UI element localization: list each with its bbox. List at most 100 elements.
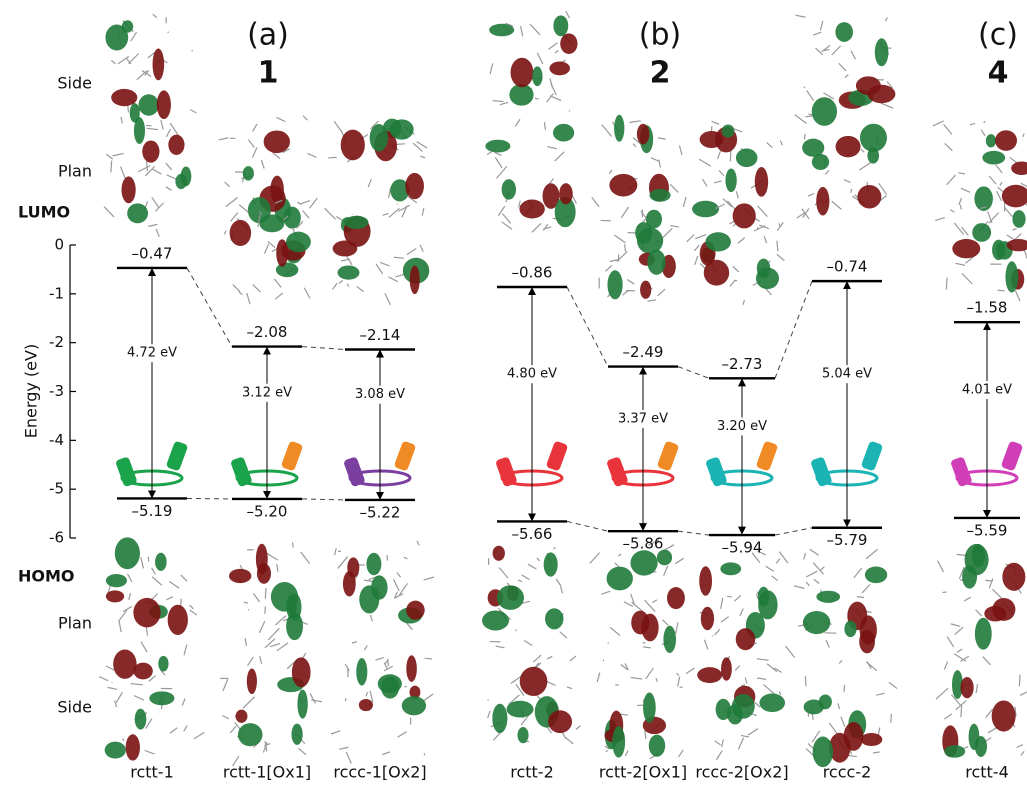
orbital-image — [324, 205, 430, 306]
molecule-bond — [151, 196, 160, 208]
molecule-bond — [960, 655, 970, 663]
energy-label: –0.86 — [512, 263, 553, 281]
molecule-bond — [652, 599, 658, 604]
orbital-lobe — [630, 550, 658, 576]
molecule-bond — [756, 658, 769, 661]
molecule-bond — [127, 105, 130, 113]
cartoon-arm — [344, 457, 365, 487]
molecule-bond — [136, 70, 148, 81]
molecule-bond — [813, 578, 820, 584]
orbital-lobe — [991, 700, 1016, 732]
molecule-bond — [340, 258, 351, 262]
molecule-bond — [115, 691, 123, 703]
orbital-lobe — [803, 699, 824, 715]
orbital-image — [220, 652, 323, 767]
molecule-bond — [644, 599, 656, 612]
panel-label: (a) — [247, 18, 289, 53]
molecule-bond — [260, 159, 265, 169]
molecule-bond — [991, 588, 1003, 600]
panel-compound: 4 — [988, 56, 1009, 91]
molecule-bond — [501, 221, 513, 230]
orbital-lobe — [1011, 161, 1027, 175]
orbital-lobe — [640, 280, 652, 299]
orbital-lobe — [532, 66, 543, 87]
orbital-image — [228, 542, 311, 652]
orbital-lobe — [992, 239, 1006, 261]
orbital-lobe — [867, 147, 880, 164]
molecule-bond — [620, 664, 629, 671]
molecule-bond — [793, 585, 805, 589]
molecule-bond — [403, 556, 408, 560]
molecule-bond — [703, 639, 709, 650]
molecule-bond — [264, 638, 276, 649]
molecule-bond — [955, 262, 966, 266]
molecule-bond — [674, 557, 685, 565]
molecule-bond — [734, 665, 741, 671]
molecule-bond — [716, 150, 722, 160]
molecule-bond — [246, 292, 251, 305]
orbital-lobe — [635, 222, 653, 244]
orbital-lobe — [553, 123, 575, 142]
molecule-bond — [345, 751, 352, 764]
molecule-bond — [1003, 206, 1013, 218]
y-tick-label: -1 — [49, 284, 64, 302]
orbital-lobe — [142, 140, 160, 163]
molecule-bond — [961, 272, 973, 285]
molecule-bond — [753, 225, 766, 232]
molecule-bond — [795, 14, 806, 18]
molecule-bond — [520, 713, 530, 726]
molecule-bond — [105, 153, 114, 160]
molecule-bond — [648, 539, 660, 546]
molecule-bond — [259, 656, 263, 664]
molecule-bond — [494, 151, 502, 157]
molecule-bond — [166, 596, 174, 601]
molecule-bond — [300, 551, 311, 565]
molecule-bond — [423, 576, 435, 581]
orbital-lobe — [482, 610, 510, 631]
orbital-lobe — [697, 667, 723, 684]
molecule-bond — [560, 586, 564, 594]
molecule-bond — [351, 641, 358, 644]
molecule-bond — [601, 590, 611, 595]
molecule-bond — [98, 676, 109, 682]
molecule-bond — [946, 636, 955, 648]
molecule-bond — [975, 609, 983, 617]
orbital-lobe — [152, 48, 165, 81]
orbital-lobe — [559, 183, 573, 205]
molecule-bond — [702, 178, 708, 187]
molecule-bond — [856, 596, 865, 599]
orbital-lobe — [1001, 184, 1027, 208]
molecule-bond — [367, 178, 372, 188]
molecule-bond — [120, 166, 126, 179]
orbital-image — [937, 543, 1026, 653]
orbital-lobe — [802, 138, 825, 157]
orbital-lobe — [656, 549, 673, 566]
orbital-image — [596, 659, 695, 760]
category-label: rctt-2 — [510, 763, 554, 782]
molecule-bond — [824, 169, 830, 175]
y-tick-label: -5 — [49, 480, 64, 498]
orbital-lobe — [844, 620, 857, 638]
molecule-bond — [958, 197, 963, 205]
molecule-bond — [154, 202, 165, 212]
orbital-lobe — [105, 573, 127, 588]
molecule-bond — [980, 129, 986, 137]
orbital-lobe — [134, 708, 147, 730]
row-label: LUMO — [18, 203, 70, 222]
orbital-lobe — [995, 130, 1018, 151]
molecule-bond — [624, 244, 627, 252]
molecule-bond — [763, 236, 768, 244]
molecule-bond — [785, 645, 796, 658]
orbital-lobe — [641, 613, 659, 642]
molecule-bond — [950, 623, 961, 627]
molecule-bond — [266, 552, 279, 561]
molecule-bond — [766, 663, 778, 673]
molecule-bond — [642, 641, 646, 644]
energy-label: –5.94 — [722, 539, 763, 557]
molecule-bond — [805, 570, 818, 578]
level-connector — [774, 527, 813, 536]
molecule-bond — [112, 152, 124, 157]
orbital-lobe — [951, 670, 963, 700]
molecule-bond — [363, 645, 368, 651]
molecule-bond — [616, 251, 628, 262]
